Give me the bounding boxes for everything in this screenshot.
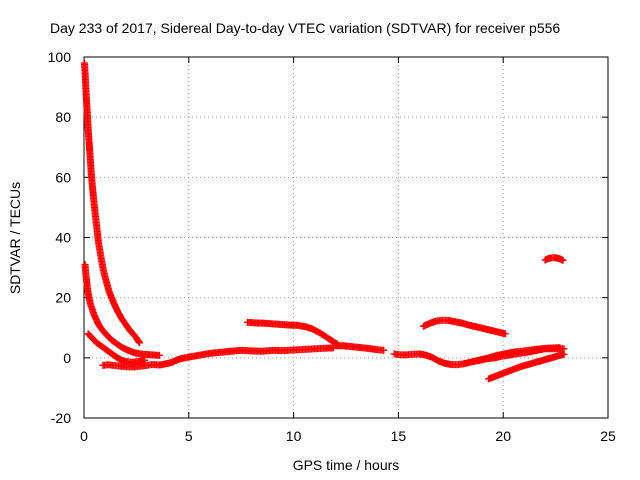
- series-arc-10: [474, 344, 564, 365]
- series-arc-3: [84, 330, 149, 366]
- y-tick-label: 60: [55, 169, 71, 185]
- x-axis-label: GPS time / hours: [293, 457, 400, 473]
- data-point: [560, 350, 568, 358]
- y-tick-label: 80: [55, 109, 71, 125]
- x-tick-label: 25: [600, 428, 616, 444]
- x-tick-label: 20: [495, 428, 511, 444]
- y-tick-labels: -20 0 20 40 60 80 100: [48, 49, 72, 426]
- y-axis-label: SDTVAR / TECUs: [7, 182, 23, 294]
- series-arc-1: [80, 59, 144, 347]
- x-tick-label: 15: [391, 428, 407, 444]
- data-point: [155, 351, 163, 359]
- axis-ticks: [83, 56, 609, 419]
- y-tick-label: 40: [55, 230, 71, 246]
- y-tick-label: 0: [63, 350, 71, 366]
- y-tick-label: 100: [48, 49, 72, 65]
- series-arc-2: [81, 261, 163, 359]
- series-arc-5: [243, 318, 342, 348]
- y-tick-label: -20: [51, 410, 71, 426]
- series-arc-4: [99, 344, 337, 371]
- grid: [84, 57, 608, 418]
- data-point: [559, 256, 567, 264]
- y-tick-label: 20: [55, 290, 71, 306]
- x-tick-label: 5: [185, 428, 193, 444]
- x-tick-label: 0: [80, 428, 88, 444]
- x-tick-label: 10: [286, 428, 302, 444]
- data-marks: [80, 59, 568, 383]
- chart-title: Day 233 of 2017, Sidereal Day-to-day VTE…: [50, 20, 560, 36]
- series-arc-9: [485, 350, 568, 383]
- data-point: [380, 346, 388, 354]
- series-arc-6: [332, 342, 388, 354]
- data-point: [556, 344, 564, 352]
- series-arc-11: [541, 254, 567, 264]
- series-arc-8: [420, 316, 509, 338]
- x-tick-labels: 0 5 10 15 20 25: [80, 428, 616, 444]
- data-point: [501, 330, 509, 338]
- data-point: [136, 339, 144, 347]
